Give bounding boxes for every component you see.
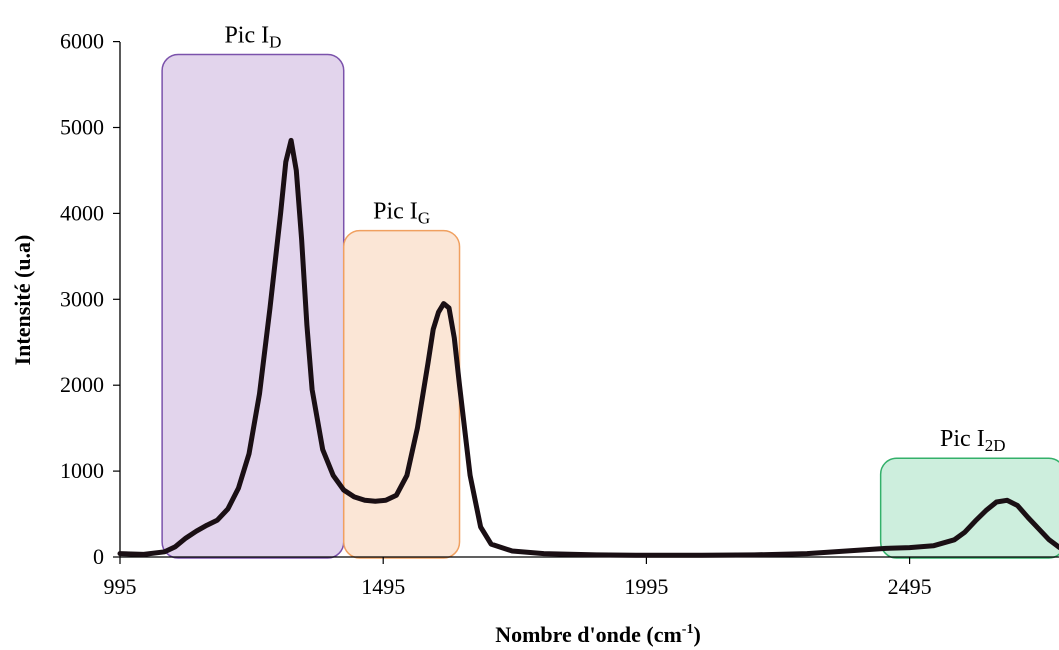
x-tick-label: 1495 (361, 574, 405, 599)
x-axis-title-main: Nombre d'onde (cm (495, 622, 682, 647)
annotation-box-2d (879, 457, 1059, 559)
y-axis: 0 1000 2000 3000 4000 5000 6000 (60, 29, 121, 569)
y-tick-label: 1000 (60, 458, 104, 483)
y-tick-label: 6000 (60, 29, 104, 54)
y-axis-title: Intensité (u.a) (10, 235, 35, 366)
x-tick-label: 995 (104, 574, 137, 599)
y-tick-label: 5000 (60, 115, 104, 140)
y-tick-label: 3000 (60, 286, 104, 311)
annotation-label-2d: Pic I2D (940, 426, 1005, 455)
y-tick-label: 0 (93, 544, 104, 569)
y-tick-label: 4000 (60, 200, 104, 225)
x-tick-label: 1995 (624, 574, 668, 599)
annotation-box-d (161, 53, 345, 559)
x-axis-title: Nombre d'onde (cm-1) (495, 622, 701, 647)
x-axis: 995 1495 1995 2495 (104, 556, 1059, 599)
spectrum-line (117, 137, 1059, 558)
x-axis-title-sup: -1 (682, 622, 694, 637)
x-axis-title-end: ) (693, 622, 700, 647)
x-tick-label: 2495 (888, 574, 932, 599)
spectrum-series (117, 137, 1059, 558)
annotation-label-g: Pic IG (373, 199, 430, 228)
annotation-labels: Pic ID Pic IG Pic I2D (224, 22, 1005, 455)
annotation-box-g (342, 229, 461, 559)
y-tick-label: 2000 (60, 372, 104, 397)
annotation-boxes (161, 53, 1059, 559)
annotation-label-d: Pic ID (224, 22, 281, 51)
